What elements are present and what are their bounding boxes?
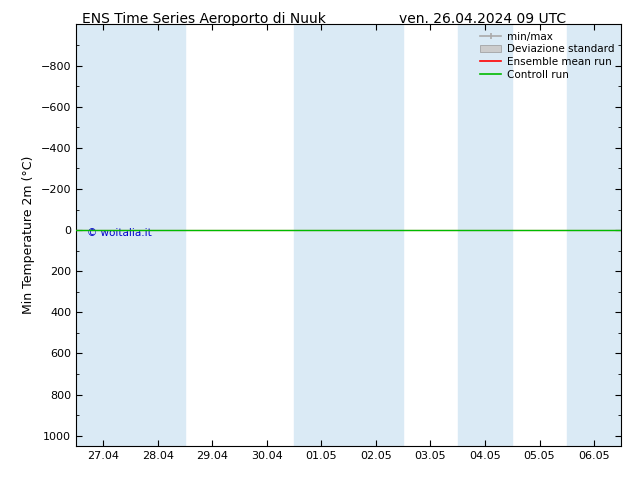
Bar	[567, 24, 621, 446]
Text: © woitalia.it: © woitalia.it	[87, 228, 152, 238]
Text: ven. 26.04.2024 09 UTC: ven. 26.04.2024 09 UTC	[399, 12, 567, 26]
Y-axis label: Min Temperature 2m (°C): Min Temperature 2m (°C)	[22, 156, 35, 315]
Bar	[76, 24, 131, 446]
Bar	[131, 24, 185, 446]
Bar	[294, 24, 349, 446]
Bar	[349, 24, 403, 446]
Legend: min/max, Deviazione standard, Ensemble mean run, Controll run: min/max, Deviazione standard, Ensemble m…	[479, 30, 616, 82]
Bar	[458, 24, 512, 446]
Text: ENS Time Series Aeroporto di Nuuk: ENS Time Series Aeroporto di Nuuk	[82, 12, 327, 26]
